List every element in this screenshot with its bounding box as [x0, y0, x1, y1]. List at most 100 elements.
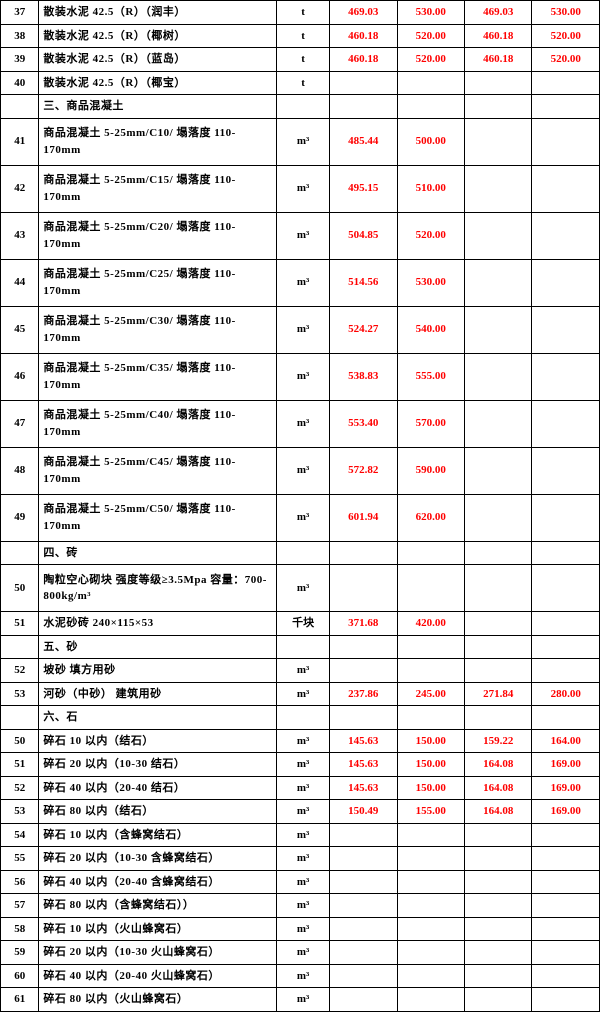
value-cell [465, 565, 532, 612]
row-number: 51 [1, 753, 39, 777]
row-number: 37 [1, 1, 39, 25]
value-cell [465, 823, 532, 847]
value-cell [465, 612, 532, 636]
value-cell [397, 565, 464, 612]
value-cell [532, 565, 600, 612]
value-cell [465, 95, 532, 119]
value-cell: 420.00 [397, 612, 464, 636]
row-number: 51 [1, 612, 39, 636]
table-row: 61碎石 80 以内（火山蜂窝石）m³ [1, 988, 600, 1012]
value-cell [465, 847, 532, 871]
row-number: 57 [1, 894, 39, 918]
row-number: 46 [1, 353, 39, 400]
value-cell: 538.83 [330, 353, 397, 400]
unit: m³ [277, 565, 330, 612]
row-number: 59 [1, 941, 39, 965]
item-name: 四、砖 [39, 541, 277, 565]
table-row: 55碎石 20 以内（10-30 含蜂窝结石）m³ [1, 847, 600, 871]
table-row: 47商品混凝土 5-25mm/C40/ 塌落度 110-170mmm³553.4… [1, 400, 600, 447]
value-cell: 145.63 [330, 776, 397, 800]
unit: m³ [277, 941, 330, 965]
item-name: 商品混凝土 5-25mm/C15/ 塌落度 110-170mm [39, 165, 277, 212]
value-cell [465, 941, 532, 965]
value-cell [397, 635, 464, 659]
value-cell [397, 847, 464, 871]
unit: t [277, 71, 330, 95]
value-cell: 155.00 [397, 800, 464, 824]
table-row: 56碎石 40 以内（20-40 含蜂窝结石）m³ [1, 870, 600, 894]
value-cell: 469.03 [330, 1, 397, 25]
value-cell: 620.00 [397, 494, 464, 541]
row-number: 45 [1, 306, 39, 353]
value-cell [532, 353, 600, 400]
table-row: 三、商品混凝土 [1, 95, 600, 119]
value-cell: 520.00 [397, 212, 464, 259]
unit: m³ [277, 259, 330, 306]
value-cell [532, 447, 600, 494]
value-cell: 169.00 [532, 776, 600, 800]
table-row: 54碎石 10 以内（含蜂窝结石）m³ [1, 823, 600, 847]
unit [277, 635, 330, 659]
unit: 千块 [277, 612, 330, 636]
value-cell: 485.44 [330, 118, 397, 165]
value-cell [330, 706, 397, 730]
table-row: 39散装水泥 42.5（R）（蓝岛）t460.18520.00460.18520… [1, 48, 600, 72]
value-cell: 237.86 [330, 682, 397, 706]
value-cell: 540.00 [397, 306, 464, 353]
value-cell: 572.82 [330, 447, 397, 494]
item-name: 六、石 [39, 706, 277, 730]
value-cell [465, 259, 532, 306]
table-row: 53碎石 80 以内（结石）m³150.49155.00164.08169.00 [1, 800, 600, 824]
unit: m³ [277, 870, 330, 894]
item-name: 坡砂 填方用砂 [39, 659, 277, 683]
table-body: 37散装水泥 42.5（R）（润丰）t469.03530.00469.03530… [1, 1, 600, 1012]
value-cell [465, 212, 532, 259]
value-cell: 495.15 [330, 165, 397, 212]
value-cell: 520.00 [532, 24, 600, 48]
unit: m³ [277, 988, 330, 1012]
item-name: 散装水泥 42.5（R）（润丰） [39, 1, 277, 25]
unit: m³ [277, 776, 330, 800]
unit: t [277, 48, 330, 72]
value-cell [532, 847, 600, 871]
item-name: 碎石 80 以内（含蜂窝结石）） [39, 894, 277, 918]
unit: m³ [277, 729, 330, 753]
row-number: 38 [1, 24, 39, 48]
row-number: 53 [1, 800, 39, 824]
row-number: 41 [1, 118, 39, 165]
value-cell [330, 95, 397, 119]
value-cell: 150.00 [397, 729, 464, 753]
value-cell [397, 659, 464, 683]
value-cell: 164.08 [465, 800, 532, 824]
value-cell: 460.18 [330, 48, 397, 72]
item-name: 碎石 20 以内（10-30 火山蜂窝石） [39, 941, 277, 965]
unit [277, 541, 330, 565]
unit: m³ [277, 659, 330, 683]
unit: m³ [277, 353, 330, 400]
value-cell: 460.18 [330, 24, 397, 48]
value-cell: 150.49 [330, 800, 397, 824]
row-number [1, 541, 39, 565]
value-cell [465, 494, 532, 541]
value-cell: 460.18 [465, 24, 532, 48]
value-cell [330, 988, 397, 1012]
value-cell [465, 870, 532, 894]
unit: m³ [277, 400, 330, 447]
row-number: 50 [1, 565, 39, 612]
item-name: 三、商品混凝土 [39, 95, 277, 119]
value-cell [465, 541, 532, 565]
value-cell [532, 494, 600, 541]
value-cell [330, 635, 397, 659]
table-row: 50陶粒空心砌块 强度等级≥3.5Mpa 容量：700-800kg/m³m³ [1, 565, 600, 612]
item-name: 碎石 80 以内（结石） [39, 800, 277, 824]
row-number: 56 [1, 870, 39, 894]
row-number: 53 [1, 682, 39, 706]
table-row: 38散装水泥 42.5（R）（椰树）t460.18520.00460.18520… [1, 24, 600, 48]
unit: m³ [277, 753, 330, 777]
table-row: 45商品混凝土 5-25mm/C30/ 塌落度 110-170mmm³524.2… [1, 306, 600, 353]
price-table: 37散装水泥 42.5（R）（润丰）t469.03530.00469.03530… [0, 0, 600, 1012]
value-cell [330, 870, 397, 894]
value-cell [465, 400, 532, 447]
item-name: 商品混凝土 5-25mm/C50/ 塌落度 110-170mm [39, 494, 277, 541]
item-name: 商品混凝土 5-25mm/C30/ 塌落度 110-170mm [39, 306, 277, 353]
